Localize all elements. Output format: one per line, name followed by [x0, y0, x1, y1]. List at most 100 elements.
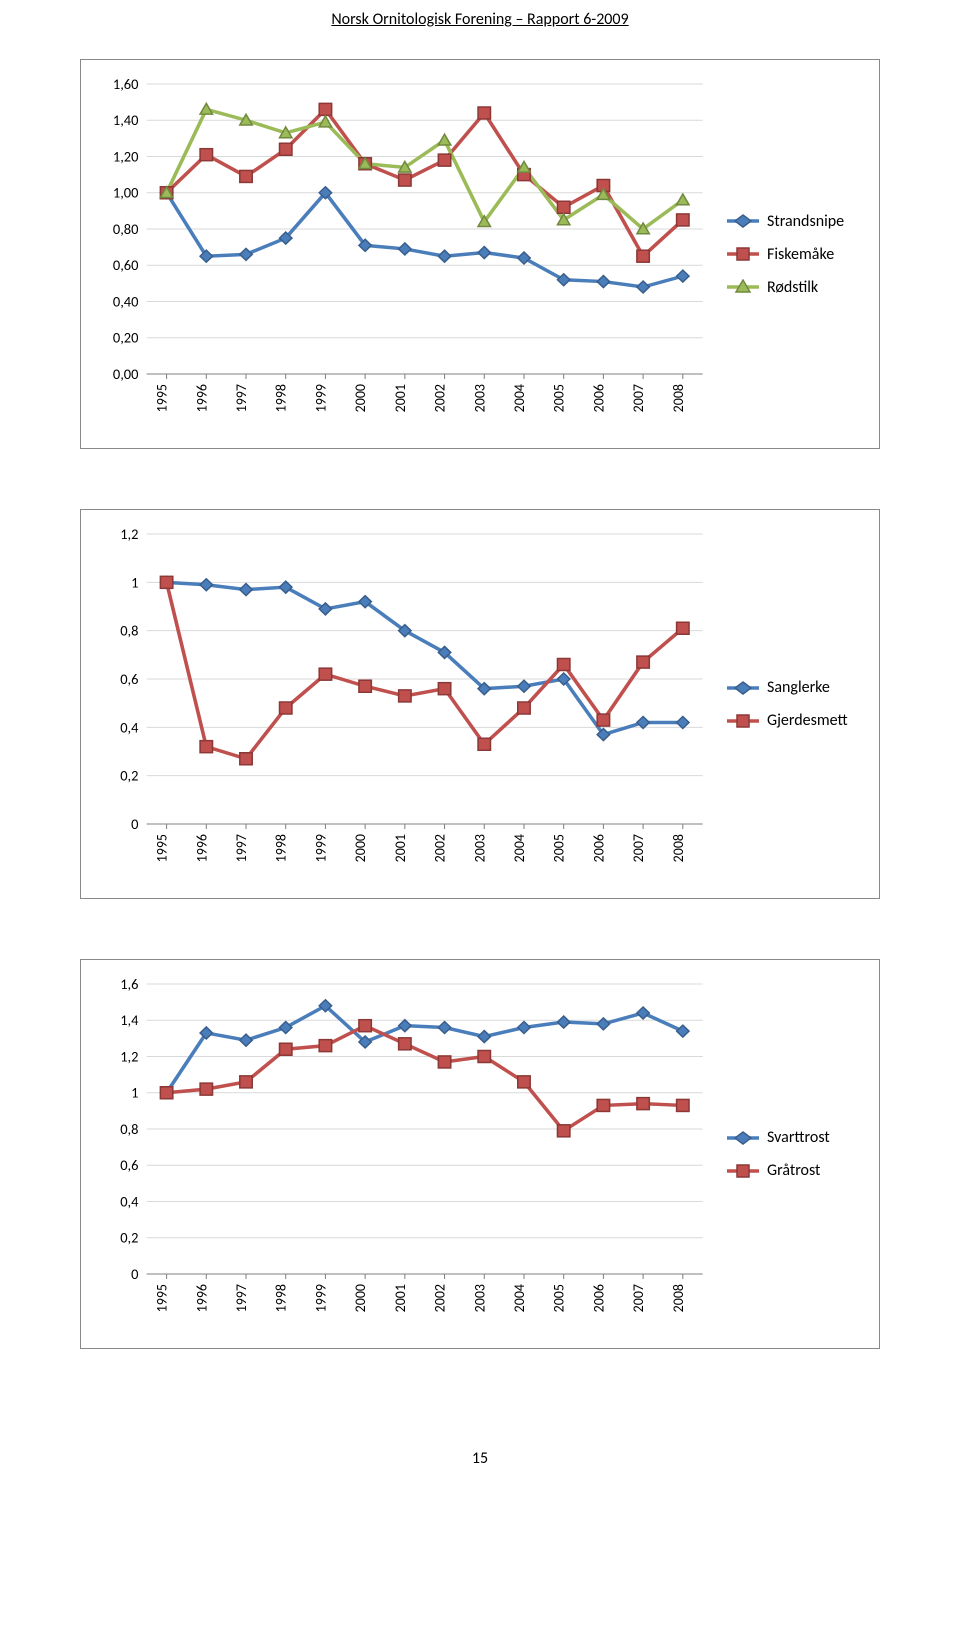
y-tick-label: 0,20 — [113, 329, 139, 347]
y-tick-label: 0,2 — [120, 767, 138, 785]
x-tick-label: 2003 — [470, 384, 488, 412]
y-tick-label: 0,00 — [113, 365, 139, 383]
chart2: 0 0,2 0,4 0,6 0,8 1 1,2 1995 1996 1997 1998 1999 200… — [80, 509, 880, 899]
series-line-Sanglerke — [167, 582, 683, 734]
legend-swatch — [727, 279, 759, 295]
x-tick-label: 2004 — [510, 1284, 528, 1312]
x-tick-label: 1995 — [152, 834, 170, 862]
legend-swatch — [727, 213, 759, 229]
legend-item-Gråtrost: Gråtrost — [727, 1161, 867, 1180]
x-tick-label: 2006 — [589, 384, 607, 412]
x-tick-label: 1996 — [192, 834, 210, 862]
x-tick-label: 2002 — [430, 834, 448, 862]
legend-swatch — [727, 680, 759, 696]
legend-label: Gjerdesmett — [767, 711, 848, 730]
x-tick-label: 1999 — [311, 384, 329, 412]
legend-label: Gråtrost — [767, 1161, 820, 1180]
legend-item-Rødstilk: Rødstilk — [727, 278, 867, 297]
legend-label: Fiskemåke — [767, 245, 834, 264]
x-tick-label: 2003 — [470, 1284, 488, 1312]
x-tick-label: 2005 — [549, 834, 567, 862]
legend: Sanglerke Gjerdesmett — [713, 524, 867, 884]
x-tick-label: 1997 — [232, 1284, 250, 1312]
x-tick-label: 1996 — [192, 384, 210, 412]
y-tick-label: 0,40 — [113, 293, 139, 311]
x-tick-label: 1998 — [271, 834, 289, 862]
legend-item-Sanglerke: Sanglerke — [727, 678, 867, 697]
x-tick-label: 2005 — [549, 384, 567, 412]
y-tick-label: 0,6 — [120, 670, 138, 688]
legend-label: Svarttrost — [767, 1128, 830, 1147]
x-tick-label: 1997 — [232, 834, 250, 862]
y-tick-label: 1,4 — [120, 1011, 138, 1029]
x-tick-label: 2005 — [549, 1284, 567, 1312]
legend: Strandsnipe Fiskemåke Rødstilk — [713, 74, 867, 434]
x-tick-label: 2001 — [391, 834, 409, 862]
x-tick-label: 2000 — [351, 834, 369, 862]
x-tick-label: 2006 — [589, 834, 607, 862]
x-tick-label: 1999 — [311, 1284, 329, 1312]
legend-item-Strandsnipe: Strandsnipe — [727, 212, 867, 231]
x-tick-label: 1995 — [152, 384, 170, 412]
y-tick-label: 1,6 — [120, 975, 138, 993]
y-tick-label: 0,8 — [120, 1120, 138, 1138]
legend-label: Rødstilk — [767, 278, 818, 297]
legend-swatch — [727, 246, 759, 262]
x-tick-label: 2000 — [351, 384, 369, 412]
x-tick-label: 1998 — [271, 384, 289, 412]
x-tick-label: 1998 — [271, 1284, 289, 1312]
x-tick-label: 2008 — [669, 384, 687, 412]
series-line-Strandsnipe — [167, 193, 683, 287]
chart1: 0,00 0,20 0,40 0,60 0,80 1,00 1,20 1,40 1,60 1995… — [80, 59, 880, 449]
page-header: Norsk Ornitologisk Forening – Rapport 6-… — [0, 0, 960, 59]
x-tick-label: 2008 — [669, 834, 687, 862]
x-tick-label: 2004 — [510, 384, 528, 412]
x-tick-label: 2007 — [629, 384, 647, 412]
x-tick-label: 2003 — [470, 834, 488, 862]
y-tick-label: 0,6 — [120, 1156, 138, 1174]
x-tick-label: 2002 — [430, 1284, 448, 1312]
chart3: 00,20,40,60,811,21,41,619951996199719981… — [80, 959, 880, 1349]
x-tick-label: 1996 — [192, 1284, 210, 1312]
page-number: 15 — [0, 1409, 960, 1488]
legend-swatch — [727, 713, 759, 729]
y-tick-label: 0 — [131, 815, 138, 833]
plot-area: 00,20,40,60,811,21,41,619951996199719981… — [93, 974, 713, 1334]
plot-area: 0,00 0,20 0,40 0,60 0,80 1,00 1,20 1,40 1,60 1995… — [93, 74, 713, 434]
x-tick-label: 1999 — [311, 834, 329, 862]
x-tick-label: 2007 — [629, 834, 647, 862]
x-tick-label: 2001 — [391, 1284, 409, 1312]
y-tick-label: 0,80 — [113, 220, 139, 238]
legend: Svarttrost Gråtrost — [713, 974, 867, 1334]
x-tick-label: 1997 — [232, 384, 250, 412]
y-tick-label: 1 — [131, 574, 138, 592]
y-tick-label: 0 — [131, 1265, 138, 1283]
y-tick-label: 1,2 — [120, 525, 138, 543]
y-tick-label: 1,00 — [113, 184, 139, 202]
x-tick-label: 2000 — [351, 1284, 369, 1312]
y-tick-label: 1,60 — [113, 75, 139, 93]
legend-swatch — [727, 1130, 759, 1146]
legend-swatch — [727, 1163, 759, 1179]
x-tick-label: 2006 — [589, 1284, 607, 1312]
legend-item-Gjerdesmett: Gjerdesmett — [727, 711, 867, 730]
y-tick-label: 1,20 — [113, 148, 139, 166]
y-tick-label: 1 — [131, 1084, 138, 1102]
x-tick-label: 2008 — [669, 1284, 687, 1312]
legend-item-Svarttrost: Svarttrost — [727, 1128, 867, 1147]
y-tick-label: 1,40 — [113, 111, 139, 129]
legend-label: Strandsnipe — [767, 212, 844, 231]
x-tick-label: 2001 — [391, 384, 409, 412]
plot-area: 0 0,2 0,4 0,6 0,8 1 1,2 1995 1996 1997 1998 1999 200… — [93, 524, 713, 884]
y-tick-label: 0,8 — [120, 622, 138, 640]
x-tick-label: 2004 — [510, 834, 528, 862]
y-tick-label: 0,4 — [120, 1193, 138, 1211]
y-tick-label: 0,4 — [120, 719, 138, 737]
y-tick-label: 0,60 — [113, 256, 139, 274]
x-tick-label: 2007 — [629, 1284, 647, 1312]
y-tick-label: 1,2 — [120, 1048, 138, 1066]
legend-item-Fiskemåke: Fiskemåke — [727, 245, 867, 264]
x-tick-label: 2002 — [430, 384, 448, 412]
legend-label: Sanglerke — [767, 678, 830, 697]
y-tick-label: 0,2 — [120, 1229, 138, 1247]
